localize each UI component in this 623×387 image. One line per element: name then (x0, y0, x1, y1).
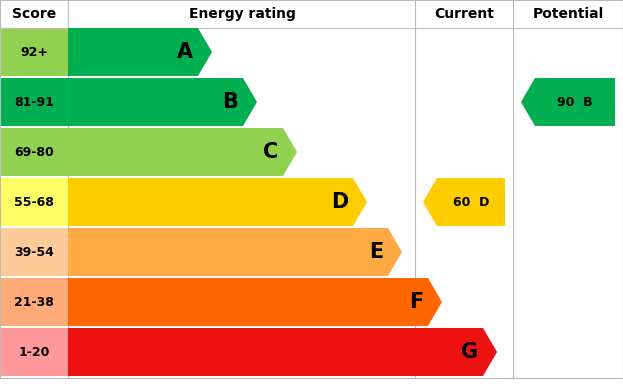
Text: Current: Current (434, 7, 494, 21)
Text: C: C (263, 142, 278, 162)
Bar (0, 328, 68, 376)
Polygon shape (68, 178, 367, 226)
Text: A: A (177, 42, 193, 62)
Text: G: G (461, 342, 478, 362)
Bar (0, 228, 68, 276)
Text: 90  B: 90 B (557, 96, 593, 108)
Text: 69-80: 69-80 (14, 146, 54, 159)
Polygon shape (68, 78, 257, 126)
Text: D: D (331, 192, 348, 212)
Text: 92+: 92+ (20, 46, 48, 58)
Bar (0, 78, 68, 126)
Text: 55-68: 55-68 (14, 195, 54, 209)
Text: 60  D: 60 D (453, 195, 489, 209)
Polygon shape (68, 278, 442, 326)
Text: 81-91: 81-91 (14, 96, 54, 108)
Polygon shape (68, 28, 212, 76)
Text: 21-38: 21-38 (14, 296, 54, 308)
Polygon shape (423, 178, 505, 226)
Text: E: E (369, 242, 383, 262)
Text: Energy rating: Energy rating (189, 7, 297, 21)
Polygon shape (68, 328, 497, 376)
Polygon shape (521, 78, 615, 126)
Text: Potential: Potential (533, 7, 604, 21)
Polygon shape (68, 128, 297, 176)
Text: B: B (222, 92, 238, 112)
Bar (0, 128, 68, 176)
Text: Score: Score (12, 7, 56, 21)
Text: 1-20: 1-20 (18, 346, 50, 358)
Bar (0, 178, 68, 226)
Text: F: F (409, 292, 423, 312)
Bar (0, 278, 68, 326)
Polygon shape (68, 228, 402, 276)
Text: 39-54: 39-54 (14, 245, 54, 259)
Bar (0, 28, 68, 76)
